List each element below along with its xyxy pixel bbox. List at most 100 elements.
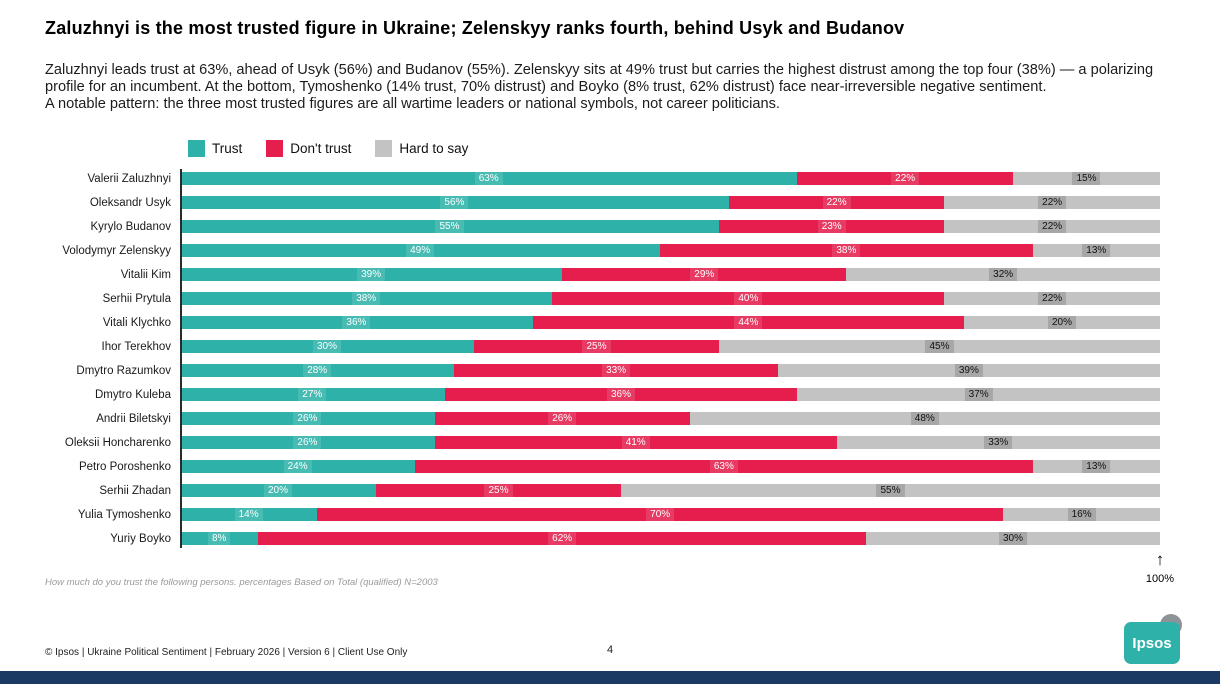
bar-segment-don-t-trust: 25% bbox=[474, 340, 719, 353]
value-label: 13% bbox=[1082, 460, 1111, 473]
bar-segment-trust: 55% bbox=[180, 220, 719, 233]
stacked-bar: 28% 33% 39% bbox=[180, 364, 1160, 377]
category-label: Kyrylo Budanov bbox=[90, 220, 171, 233]
stacked-bar: 14% 70% 16% bbox=[180, 508, 1160, 521]
chart-row: Kyrylo Budanov 55% 23% 22% bbox=[45, 220, 1160, 233]
bar-segment-trust: 20% bbox=[180, 484, 376, 497]
value-label: 33% bbox=[984, 436, 1013, 449]
chart-row: Vitali Klychko 36% 44% 20% bbox=[45, 316, 1160, 329]
trust-swatch-icon bbox=[188, 140, 205, 157]
chart-row: Dmytro Kuleba 27% 36% 37% bbox=[45, 388, 1160, 401]
category-label: Dmytro Kuleba bbox=[94, 388, 171, 401]
value-label: 38% bbox=[352, 292, 381, 305]
bar-segment-hard-to-say: 16% bbox=[1003, 508, 1160, 521]
value-label: 22% bbox=[891, 172, 920, 185]
value-label: 28% bbox=[303, 364, 332, 377]
methodology-footnote: How much do you trust the following pers… bbox=[45, 577, 438, 588]
bar-segment-hard-to-say: 15% bbox=[1012, 172, 1160, 185]
category-label: Valerii Zaluzhnyi bbox=[87, 172, 171, 185]
value-label: 41% bbox=[621, 436, 650, 449]
category-label: Andrii Biletskyi bbox=[96, 412, 171, 425]
chart-footer-row: How much do you trust the following pers… bbox=[0, 545, 1220, 588]
bar-segment-don-t-trust: 41% bbox=[434, 436, 837, 449]
bar-segment-trust: 8% bbox=[180, 532, 259, 545]
value-label: 48% bbox=[910, 412, 939, 425]
chart-row: Vitalii Kim 39% 29% 32% bbox=[45, 268, 1160, 281]
chart-row: Andrii Biletskyi 26% 26% 48% bbox=[45, 412, 1160, 425]
stacked-bar: 49% 38% 13% bbox=[180, 244, 1160, 257]
category-label: Oleksandr Usyk bbox=[89, 196, 171, 209]
value-label: 26% bbox=[548, 412, 577, 425]
axis-end-marker: ↑ 100% bbox=[1138, 551, 1182, 585]
value-label: 32% bbox=[989, 268, 1018, 281]
chart-row: Ihor Terekhov 30% 25% 45% bbox=[45, 340, 1160, 353]
category-label: Yuriy Boyko bbox=[110, 532, 171, 545]
value-label: 22% bbox=[1038, 220, 1067, 233]
chart-row: Yulia Tymoshenko 14% 70% 16% bbox=[45, 508, 1160, 521]
legend-item-dont-trust: Don't trust bbox=[266, 140, 351, 157]
value-label: 16% bbox=[1067, 508, 1096, 521]
stacked-bar: 26% 41% 33% bbox=[180, 436, 1160, 449]
chart-row: Serhii Prytula 38% 40% 22% bbox=[45, 292, 1160, 305]
bar-segment-hard-to-say: 22% bbox=[944, 220, 1160, 233]
bar-segment-don-t-trust: 62% bbox=[258, 532, 866, 545]
value-label: 33% bbox=[602, 364, 631, 377]
value-label: 26% bbox=[293, 412, 322, 425]
bar-segment-hard-to-say: 48% bbox=[689, 412, 1160, 425]
bar-segment-hard-to-say: 13% bbox=[1032, 244, 1160, 257]
bar-segment-don-t-trust: 26% bbox=[434, 412, 690, 425]
bar-segment-hard-to-say: 45% bbox=[719, 340, 1160, 353]
slide-header: Zaluzhnyi is the most trusted figure in … bbox=[0, 0, 1220, 113]
bar-segment-hard-to-say: 13% bbox=[1032, 460, 1160, 473]
chart-row: Valerii Zaluzhnyi 63% 22% 15% bbox=[45, 172, 1160, 185]
value-label: 37% bbox=[964, 388, 993, 401]
stacked-bar: 24% 63% 13% bbox=[180, 460, 1160, 473]
bar-segment-hard-to-say: 32% bbox=[846, 268, 1160, 281]
legend-label: Trust bbox=[212, 141, 243, 156]
arrow-up-icon: ↑ bbox=[1155, 550, 1165, 569]
bar-segment-trust: 49% bbox=[180, 244, 661, 257]
chart-title: Zaluzhnyi is the most trusted figure in … bbox=[45, 18, 905, 38]
category-label: Volodymyr Zelenskyy bbox=[62, 244, 171, 257]
summary-paragraph-2: A notable pattern: the three most truste… bbox=[45, 96, 780, 112]
bar-segment-hard-to-say: 20% bbox=[963, 316, 1160, 329]
bar-segment-don-t-trust: 29% bbox=[562, 268, 847, 281]
value-label: 36% bbox=[342, 316, 371, 329]
value-label: 26% bbox=[293, 436, 322, 449]
bar-segment-trust: 14% bbox=[180, 508, 318, 521]
category-label: Serhii Prytula bbox=[102, 292, 171, 305]
value-label: 20% bbox=[1047, 316, 1076, 329]
bar-segment-trust: 63% bbox=[180, 172, 798, 185]
bar-segment-hard-to-say: 22% bbox=[944, 292, 1160, 305]
chart-row: Oleksii Honcharenko 26% 41% 33% bbox=[45, 436, 1160, 449]
value-label: 25% bbox=[484, 484, 513, 497]
value-label: 27% bbox=[298, 388, 327, 401]
bar-segment-don-t-trust: 44% bbox=[532, 316, 964, 329]
value-label: 22% bbox=[1038, 196, 1067, 209]
category-label: Serhii Zhadan bbox=[99, 484, 171, 497]
legend-item-trust: Trust bbox=[188, 140, 242, 157]
category-label: Vitalii Kim bbox=[120, 268, 171, 281]
category-label: Yulia Tymoshenko bbox=[77, 508, 171, 521]
value-label: 40% bbox=[734, 292, 763, 305]
value-label: 56% bbox=[440, 196, 469, 209]
value-label: 45% bbox=[925, 340, 954, 353]
value-label: 8% bbox=[207, 532, 231, 545]
value-label: 13% bbox=[1082, 244, 1111, 257]
stacked-bar: 36% 44% 20% bbox=[180, 316, 1160, 329]
bar-segment-trust: 38% bbox=[180, 292, 553, 305]
value-label: 20% bbox=[263, 484, 292, 497]
stacked-bar-chart: Valerii Zaluzhnyi 63% 22% 15% Oleksandr Usyk… bbox=[0, 169, 1220, 548]
value-label: 49% bbox=[406, 244, 435, 257]
value-label: 55% bbox=[876, 484, 905, 497]
stacked-bar: 56% 22% 22% bbox=[180, 196, 1160, 209]
stacked-bar: 55% 23% 22% bbox=[180, 220, 1160, 233]
bottom-accent-bar bbox=[0, 671, 1220, 684]
value-label: 22% bbox=[822, 196, 851, 209]
bar-segment-hard-to-say: 30% bbox=[865, 532, 1160, 545]
bar-segment-trust: 26% bbox=[180, 412, 435, 425]
value-label: 39% bbox=[954, 364, 983, 377]
bar-segment-trust: 30% bbox=[180, 340, 474, 353]
bar-segment-hard-to-say: 55% bbox=[621, 484, 1160, 497]
bar-segment-trust: 27% bbox=[180, 388, 445, 401]
